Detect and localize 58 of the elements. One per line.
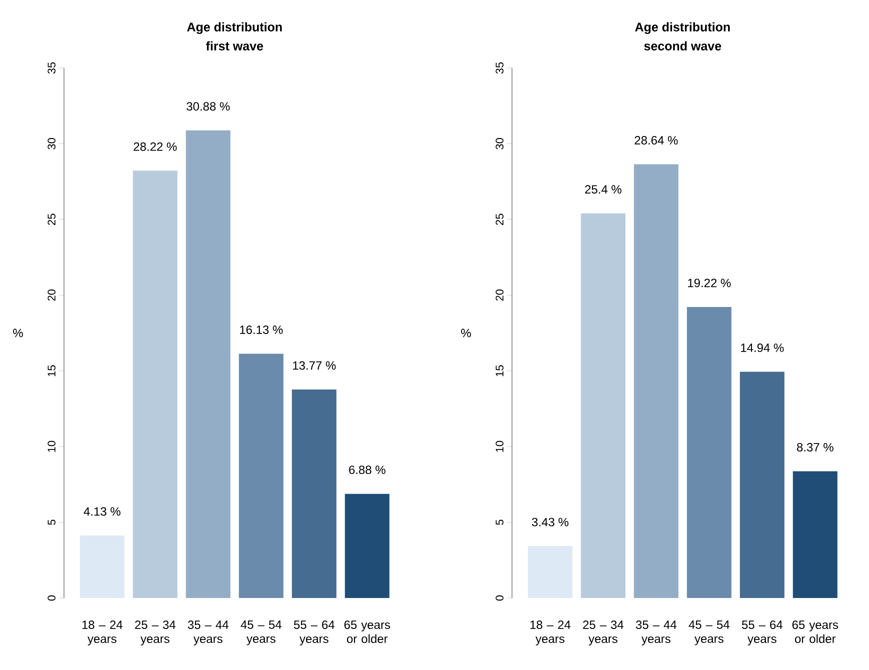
x-tick-label: 25 – 34 years	[135, 620, 176, 646]
x-tick-label: 18 – 24 years	[82, 620, 122, 646]
chart-subtitle: first wave	[206, 41, 264, 50]
y-axis-title: %	[13, 328, 23, 338]
x-tick-label: 55 – 64 years	[742, 620, 782, 646]
x-tick-label: 45 – 54 years	[240, 620, 282, 646]
bar	[80, 535, 124, 598]
data-label: 6.88 %	[349, 466, 386, 474]
bar	[580, 213, 626, 598]
bar	[186, 130, 230, 598]
y-tick-label: 0	[48, 595, 56, 601]
y-tick-label: 10	[496, 440, 504, 452]
y-tick-label: 35	[496, 62, 504, 74]
data-label: 16.13 %	[240, 326, 283, 334]
x-tick-label: 45 – 54 years	[688, 620, 730, 646]
data-label: 28.64 %	[634, 136, 678, 145]
bar	[292, 389, 336, 598]
data-label: 3.43 %	[532, 518, 568, 526]
y-tick-label: 20	[496, 289, 504, 301]
data-label: 4.13 %	[84, 507, 120, 516]
chart-title: Age distribution	[187, 22, 282, 34]
bar	[740, 372, 784, 598]
y-tick-label: 5	[496, 520, 504, 525]
y-tick-label: 25	[48, 214, 56, 225]
y-tick-label: 0	[496, 595, 504, 601]
data-label: 30.88 %	[186, 102, 230, 111]
x-tick-label: 35 – 44 years	[188, 620, 228, 646]
data-label: 25.4 %	[585, 185, 622, 194]
x-tick-label: 55 – 64 years	[294, 620, 334, 646]
bar	[634, 164, 678, 598]
y-tick-label: 30	[496, 138, 504, 150]
bar	[238, 354, 284, 598]
chart-subtitle: second wave	[644, 41, 722, 50]
y-tick-label: 15	[48, 365, 56, 376]
x-tick-label: 18 – 24 years	[530, 620, 570, 646]
y-tick-label: 15	[496, 365, 504, 376]
y-tick-label: 25	[496, 214, 504, 225]
data-label: 19.22 %	[688, 278, 731, 288]
data-label: 8.37 %	[796, 443, 834, 452]
data-label: 28.22 %	[134, 142, 177, 151]
x-tick-label: 65 years or older	[344, 620, 390, 644]
bar	[528, 546, 572, 598]
bar	[132, 170, 178, 598]
data-label: 13.77 %	[293, 361, 336, 370]
y-axis-title: %	[461, 328, 471, 338]
chart-title: Age distribution	[635, 22, 730, 34]
x-tick-label: 65 years or older	[792, 620, 838, 644]
y-tick-label: 5	[48, 520, 56, 525]
x-tick-label: 25 – 34 years	[583, 620, 624, 646]
data-label: 14.94 %	[741, 344, 784, 352]
bar	[344, 494, 390, 598]
bar	[792, 471, 838, 598]
bar	[686, 306, 732, 598]
y-tick-label: 20	[48, 289, 56, 301]
y-tick-label: 10	[48, 440, 56, 452]
y-tick-label: 35	[48, 62, 56, 74]
x-tick-label: 35 – 44 years	[636, 620, 676, 646]
y-tick-label: 30	[48, 138, 56, 150]
